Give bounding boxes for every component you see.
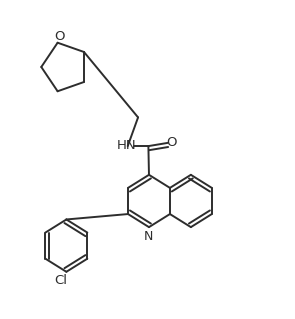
Text: O: O: [167, 137, 177, 149]
Text: HN: HN: [117, 139, 136, 152]
Text: Cl: Cl: [55, 274, 68, 287]
Text: O: O: [54, 30, 64, 43]
Text: N: N: [144, 230, 153, 243]
